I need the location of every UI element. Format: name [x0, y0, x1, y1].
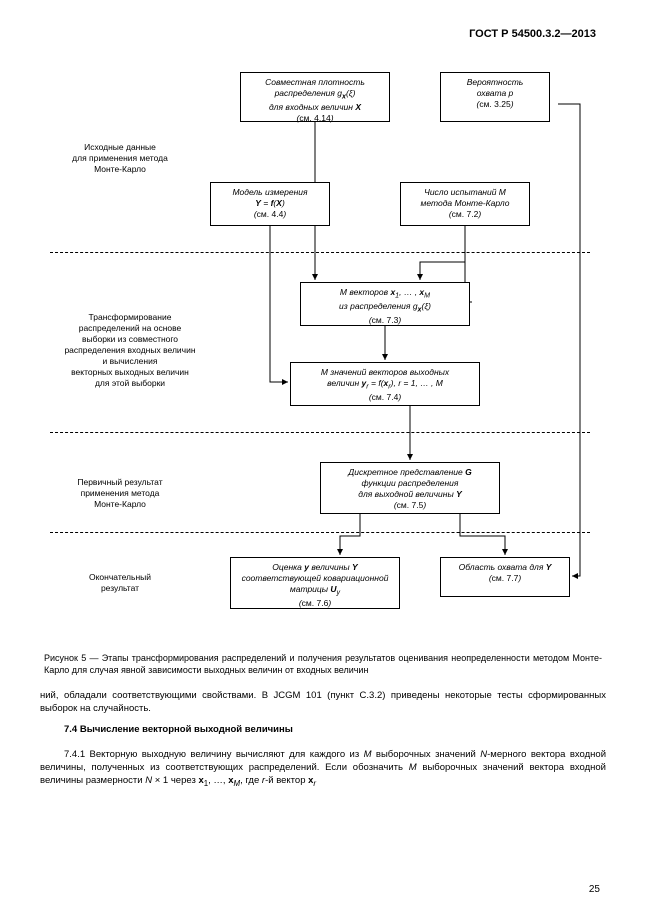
flowchart-box-b9: Область охвата для Y(см. 7.7)	[440, 557, 570, 597]
flowchart-box-b4: Число испытаний Mметода Монте-Карло(см. …	[400, 182, 530, 226]
flowchart: Совместная плотностьраспределения gx(ξ)д…	[40, 62, 600, 642]
flowchart-box-b5: M векторов x1, … , xMиз распределения gx…	[300, 282, 470, 326]
dashed-separator-0	[50, 252, 590, 253]
stage-label-s2: Трансформированиераспределений на основе…	[50, 312, 210, 389]
stage-label-s4: Окончательныйрезультат	[50, 572, 190, 594]
section-title: 7.4 Вычисление векторной выходной величи…	[64, 724, 606, 735]
stage-label-s1: Исходные данныедля применения методаМонт…	[50, 142, 190, 175]
paragraph-continuation: ний, обладали соответствующими свойствам…	[40, 690, 606, 716]
figure-caption: Рисунок 5 — Этапы трансформирования расп…	[40, 652, 606, 676]
flowchart-box-b7: Дискретное представление Gфункции распре…	[320, 462, 500, 514]
paragraph-7-4-1: 7.4.1 Векторную выходную величину вычисл…	[40, 749, 606, 789]
flowchart-box-b8: Оценка y величины Yсоответствующей ковар…	[230, 557, 400, 609]
stage-label-s3: Первичный результатприменения методаМонт…	[50, 477, 190, 510]
dashed-separator-2	[50, 532, 590, 533]
flowchart-box-b3: Модель измеренияY = f(X)(см. 4.4)	[210, 182, 330, 226]
flowchart-box-b1: Совместная плотностьраспределения gx(ξ)д…	[240, 72, 390, 122]
doc-header: ГОСТ Р 54500.3.2—2013	[469, 28, 596, 40]
flowchart-box-b6: M значений векторов выходныхвеличин yr =…	[290, 362, 480, 406]
page-number: 25	[589, 884, 600, 895]
flowchart-box-b2: Вероятностьохвата p(см. 3.25)	[440, 72, 550, 122]
dashed-separator-1	[50, 432, 590, 433]
